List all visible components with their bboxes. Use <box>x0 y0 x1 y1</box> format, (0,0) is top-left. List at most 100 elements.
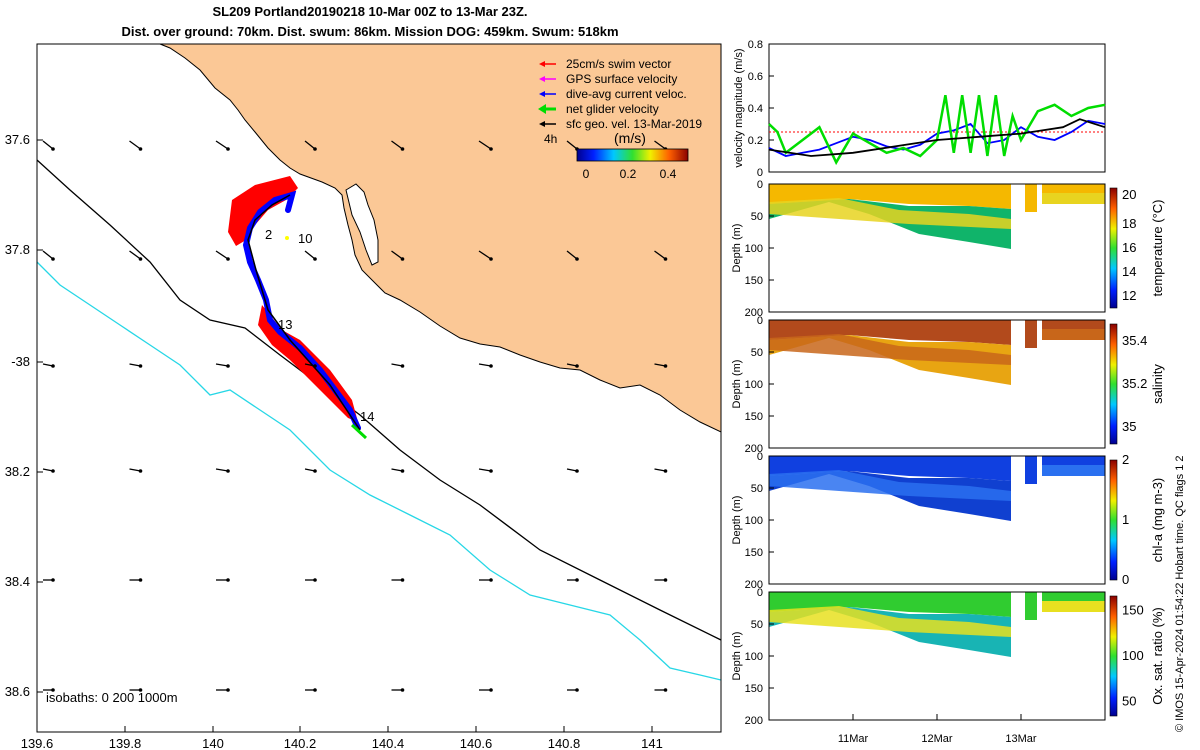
colorbar-tick-label: 2 <box>1122 452 1129 467</box>
colorbar-tick-label: 35 <box>1122 419 1136 434</box>
geo-arrow <box>129 140 143 151</box>
map-panel <box>36 43 722 732</box>
geo-arrow <box>42 250 55 261</box>
geo-arrow <box>42 468 55 473</box>
geo-arrow <box>478 468 493 473</box>
colorbar-tick-label: 12 <box>1122 288 1136 303</box>
colorbar-label: Ox. sat. ratio (%) <box>1150 607 1165 705</box>
colorbar-tick-label: 100 <box>1122 648 1144 663</box>
geo-arrow <box>42 363 55 368</box>
velocity-y-ticks: 0 0.2 0.4 0.6 0.8 <box>748 39 774 179</box>
legend-geo: sfc geo. vel. 13-Mar-2019 <box>566 117 702 131</box>
time-axis: 11Mar 12Mar 13Mar <box>838 714 1037 745</box>
depth-tick-label: 200 <box>745 715 763 727</box>
geo-arrow <box>43 578 55 582</box>
geo-arrow <box>566 363 579 368</box>
geo-arrow <box>478 140 493 151</box>
speed-colorbar <box>576 148 689 162</box>
geo-arrow <box>43 688 55 692</box>
credit-text: © IMOS 15-Apr-2024 01:54:22 Hobart time.… <box>1174 455 1186 732</box>
title-line-1: SL209 Portland20190218 10-Mar 00Z to 13-… <box>212 4 528 19</box>
colorbar-tick-label: 35.2 <box>1122 376 1147 391</box>
depth-axis-label: Depth (m) <box>731 360 743 409</box>
time-tick-label: 12Mar <box>921 733 953 745</box>
cb-tick-04: 0.4 <box>660 167 677 181</box>
map-xtick-label: 140.6 <box>460 736 493 750</box>
geo-arrow <box>391 250 405 261</box>
track-label-13: 13 <box>278 317 292 332</box>
profile-colorbar <box>1109 595 1118 717</box>
geo-arrow <box>129 363 143 368</box>
title-line-2: Dist. over ground: 70km. Dist. swum: 86k… <box>121 24 619 39</box>
colorbar-tick-label: 1 <box>1122 512 1129 527</box>
depth-tick-label: 200 <box>745 579 763 591</box>
geo-arrow <box>654 363 668 368</box>
profile-panel-0: 0 50 100 150 200 Depth (m) 12 14 16 18 20 temperatu… <box>731 179 1165 319</box>
geo-arrow <box>391 363 405 368</box>
map-ytick-label: -38 <box>11 354 30 369</box>
velocity-ytick-label: 0 <box>757 167 763 179</box>
glider-track <box>228 176 368 440</box>
profile-panel-1: 0 50 100 150 200 Depth (m) 35 35.2 35.4 salinity <box>731 315 1165 455</box>
depth-tick-label: 0 <box>757 179 763 191</box>
cb-tick-0: 0 <box>583 167 590 181</box>
isobath-1000m <box>36 261 722 681</box>
map-xtick-label: 140.8 <box>548 736 581 750</box>
geo-arrow <box>305 578 317 582</box>
profile-colorbar <box>1109 459 1118 581</box>
depth-tick-label: 0 <box>757 451 763 463</box>
geo-arrow <box>391 468 405 473</box>
time-tick-label: 11Mar <box>838 733 869 745</box>
geo-arrow <box>391 688 405 692</box>
geo-arrow <box>129 468 143 473</box>
colorbar-tick-label: 14 <box>1122 264 1136 279</box>
geo-arrow <box>42 140 55 151</box>
geo-arrow <box>654 688 668 692</box>
legend-net: net glider velocity <box>566 102 659 116</box>
map-xtick-label: 140 <box>202 736 224 750</box>
geo-arrow <box>478 363 493 368</box>
depth-axis-label: Depth (m) <box>731 496 743 545</box>
geo-arrow <box>391 140 405 151</box>
map-ytick-label: 38.4 <box>5 574 30 589</box>
geo-arrow <box>304 468 317 473</box>
time-tick-label: 13Mar <box>1005 733 1037 745</box>
map-xtick-label: 140.2 <box>284 736 317 750</box>
colorbar-tick-label: 20 <box>1122 187 1136 202</box>
velocity-axes <box>768 43 1106 173</box>
isobaths-label: isobaths: 0 200 1000m <box>46 690 178 705</box>
geo-arrow <box>567 578 579 582</box>
geo-arrow <box>305 688 317 692</box>
depth-tick-label: 100 <box>745 379 763 391</box>
map-y-ticks: 37.6 37.8 -38 38.2 38.4 38.6 <box>5 132 43 699</box>
velocity-series-net <box>768 94 1106 166</box>
map-ytick-label: 38.6 <box>5 684 30 699</box>
legend-gps: GPS surface velocity <box>566 72 677 86</box>
geo-arrow <box>215 363 230 368</box>
profile-colorbar <box>1109 323 1118 445</box>
geo-arrow <box>304 363 317 368</box>
geo-arrow <box>567 688 579 692</box>
velocity-ytick-label: 0.8 <box>748 39 763 51</box>
land-mass <box>159 43 722 433</box>
map-ytick-label: 37.6 <box>5 132 30 147</box>
depth-tick-label: 150 <box>745 683 763 695</box>
geo-arrow <box>215 468 230 473</box>
colorbar-tick-label: 18 <box>1122 216 1136 231</box>
depth-axis-label: Depth (m) <box>731 632 743 681</box>
colorbar-tick-label: 16 <box>1122 240 1136 255</box>
map-xtick-label: 139.6 <box>21 736 54 750</box>
depth-tick-label: 200 <box>745 307 763 319</box>
depth-tick-label: 150 <box>745 547 763 559</box>
map-ytick-label: 37.8 <box>5 242 30 257</box>
depth-tick-label: 150 <box>745 411 763 423</box>
depth-tick-label: 50 <box>751 619 763 631</box>
profile-panel-3: 0 50 100 150 200 Depth (m) 50 100 150 Ox. sat. ra… <box>731 587 1165 727</box>
velocity-ytick-label: 0.2 <box>748 135 763 147</box>
depth-tick-label: 0 <box>757 587 763 599</box>
colorbar-label: temperature (°C) <box>1150 200 1165 297</box>
geo-arrow <box>478 250 493 261</box>
depth-tick-label: 100 <box>745 515 763 527</box>
geo-arrow <box>654 578 668 582</box>
